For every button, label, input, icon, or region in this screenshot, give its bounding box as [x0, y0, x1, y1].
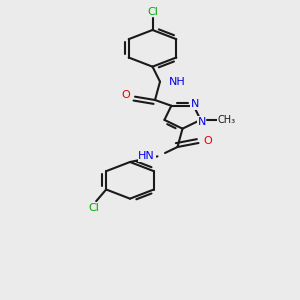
Text: Cl: Cl — [147, 7, 158, 17]
Text: N: N — [197, 117, 206, 127]
Text: N: N — [190, 99, 199, 109]
Text: O: O — [203, 136, 212, 146]
Text: O: O — [122, 90, 130, 100]
Text: HN: HN — [138, 151, 155, 161]
Text: NH: NH — [169, 77, 186, 87]
Text: CH₃: CH₃ — [218, 115, 236, 125]
Text: Cl: Cl — [88, 203, 99, 213]
